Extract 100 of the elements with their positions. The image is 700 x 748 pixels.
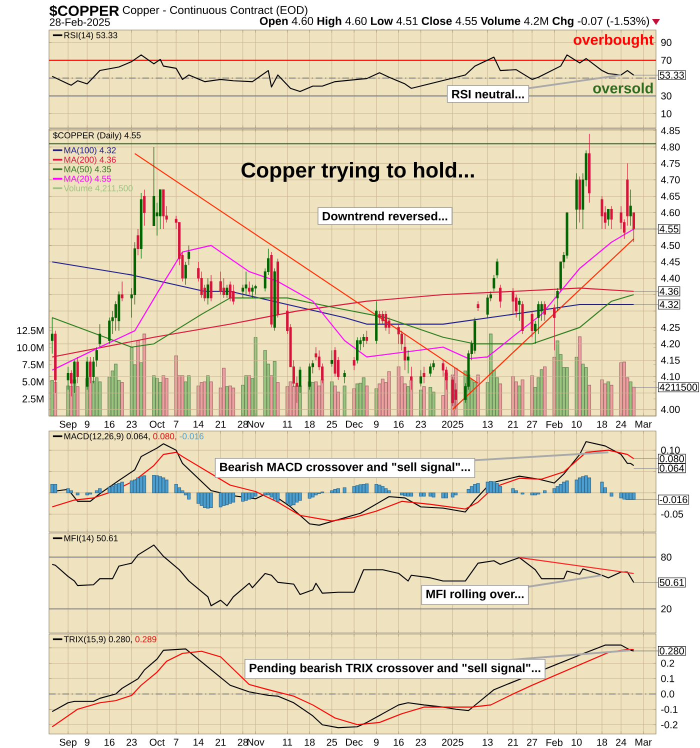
- series-label: 0.080,: [153, 433, 176, 440]
- y-tick-label: 0.10: [661, 446, 680, 454]
- y-tick-label: -0.1: [661, 706, 678, 713]
- x-tick-label: 10: [572, 738, 582, 746]
- x-tick-label: Nov: [247, 738, 264, 746]
- legend-label: RSI(14) 53.33: [64, 32, 118, 40]
- annotation: 4.32: [660, 300, 678, 308]
- y-tick-label: 4.25: [660, 324, 680, 331]
- annotation: oversold: [593, 82, 653, 94]
- y-tick-label: 4.65: [660, 192, 680, 200]
- annotation: Downtrend reversed...: [322, 212, 448, 220]
- x-tick-label: 16: [394, 420, 404, 428]
- y-tick-label: 90: [661, 38, 672, 46]
- x-tick-label: 25: [326, 738, 337, 746]
- annotation: -0.016: [660, 496, 688, 504]
- x-tick-label: 24: [616, 420, 626, 428]
- x-tick-label: 2025: [442, 420, 464, 428]
- y-tick-label: 4.70: [660, 176, 680, 184]
- text: 0.289: [135, 636, 156, 642]
- y-tick-label: 4.15: [660, 356, 680, 364]
- y2-tick-label: 10.0M: [17, 344, 44, 352]
- annotation: Bearish MACD crossover and "sell signal"...: [220, 462, 470, 474]
- x-tick-label: 21: [216, 420, 226, 428]
- data-label: 4211500: [660, 384, 698, 391]
- x-tick-label: Oct: [150, 420, 165, 428]
- x-tick-label: 21: [508, 738, 518, 746]
- annotation: MFI rolling over...: [426, 589, 524, 601]
- x-tick-label: 14: [194, 420, 204, 428]
- legend-label: MA(20) 4.55: [64, 175, 112, 184]
- y-tick-label: 0.0: [661, 690, 674, 698]
- x-tick-label: 18: [304, 420, 315, 428]
- y-tick-label: 20: [661, 605, 672, 612]
- y-tick-label: 4.00: [660, 406, 680, 413]
- annotation: Pending bearish TRIX crossover and "sell signal"...: [250, 663, 540, 675]
- annotation: 0.064: [660, 464, 684, 472]
- x-tick-label: 9: [374, 738, 379, 746]
- y-tick-label: 0.2: [661, 660, 674, 667]
- x-tick-label: 21: [508, 420, 518, 428]
- x-tick-label: 21: [216, 738, 226, 746]
- x-tick-label: 25: [326, 420, 337, 428]
- x-tick-label: 18: [597, 738, 608, 746]
- legend-label: MA(200) 4.36: [64, 156, 116, 165]
- x-tick-label: Mar: [635, 420, 652, 428]
- legend-label: MA(50) 4.35: [64, 166, 112, 174]
- x-tick-label: 18: [304, 738, 315, 746]
- x-tick-label: 23: [416, 738, 426, 746]
- x-tick-label: 27: [527, 738, 538, 746]
- legend-label: MA(100) 4.32: [64, 146, 116, 156]
- y-tick-label: 4.85: [660, 127, 680, 134]
- x-tick-label: 11: [282, 738, 292, 746]
- x-tick-label: 23: [416, 420, 426, 428]
- x-tick-label: Sep: [60, 420, 77, 430]
- y-tick-label: 80: [661, 554, 672, 561]
- y2-tick-label: 2.5M: [22, 395, 44, 402]
- y-tick-label: 30: [661, 92, 672, 100]
- y-tick-label: 4.20: [660, 340, 680, 348]
- y-tick-label: 4.50: [660, 242, 680, 249]
- x-tick-label: 7: [174, 738, 178, 746]
- x-tick-label: Sep: [60, 738, 77, 748]
- text: Open 4.60 High 4.60 Low 4.51 Close 4.55 Volume 4.2M Chg -0.07 (-1.53%): [260, 16, 650, 28]
- y2-tick-label: 7.5M: [22, 361, 44, 368]
- y-tick-label: 4.10: [660, 373, 680, 380]
- annotation: 4.36: [660, 288, 678, 295]
- x-tick-label: 16: [104, 738, 115, 746]
- x-tick-label: 27: [527, 420, 538, 428]
- x-tick-label: 7: [174, 420, 178, 428]
- x-tick-label: 2025: [442, 738, 464, 746]
- x-tick-label: Feb: [546, 420, 563, 428]
- annotation: 53.33: [660, 72, 684, 79]
- x-tick-label: Mar: [635, 738, 652, 746]
- legend-label: TRIX(15,9) 0.280,: [64, 636, 132, 644]
- x-tick-label: 23: [126, 420, 137, 428]
- annotation: 4.55: [660, 226, 678, 233]
- y-tick-label: 4.40: [660, 274, 680, 282]
- y2-tick-label: 5.0M: [22, 378, 44, 386]
- annotation: 0.080: [660, 455, 684, 462]
- x-tick-label: Dec: [346, 420, 363, 428]
- legend-label: Volume 4,211,500: [64, 184, 133, 192]
- x-tick-label: Oct: [150, 738, 165, 746]
- y-tick-label: 0.1: [661, 675, 674, 682]
- y-tick-label: -0.2: [661, 721, 678, 728]
- annotation: 0.280: [660, 647, 684, 654]
- x-tick-label: Nov: [247, 420, 264, 428]
- x-tick-label: 10: [572, 420, 582, 428]
- annotation: RSI neutral...: [452, 90, 524, 98]
- x-tick-label: 28: [238, 420, 248, 428]
- x-tick-label: 24: [616, 738, 626, 746]
- y-tick-label: 4.80: [660, 143, 680, 151]
- chart-title: $COPPER: [49, 5, 120, 17]
- y-tick-label: 4.75: [660, 160, 680, 167]
- annotation: overbought: [574, 34, 654, 48]
- x-tick-label: 9: [84, 420, 90, 428]
- x-tick-label: 13: [482, 420, 493, 428]
- y-tick-label: 4.60: [660, 209, 680, 216]
- x-tick-label: 11: [282, 420, 292, 428]
- y-tick-label: -0.05: [661, 510, 684, 518]
- x-tick-label: 28: [238, 738, 248, 746]
- y-tick-label: 70: [661, 56, 672, 64]
- chart-title: $COPPER (Daily) 4.55: [53, 132, 141, 140]
- x-tick-label: 9: [374, 420, 379, 428]
